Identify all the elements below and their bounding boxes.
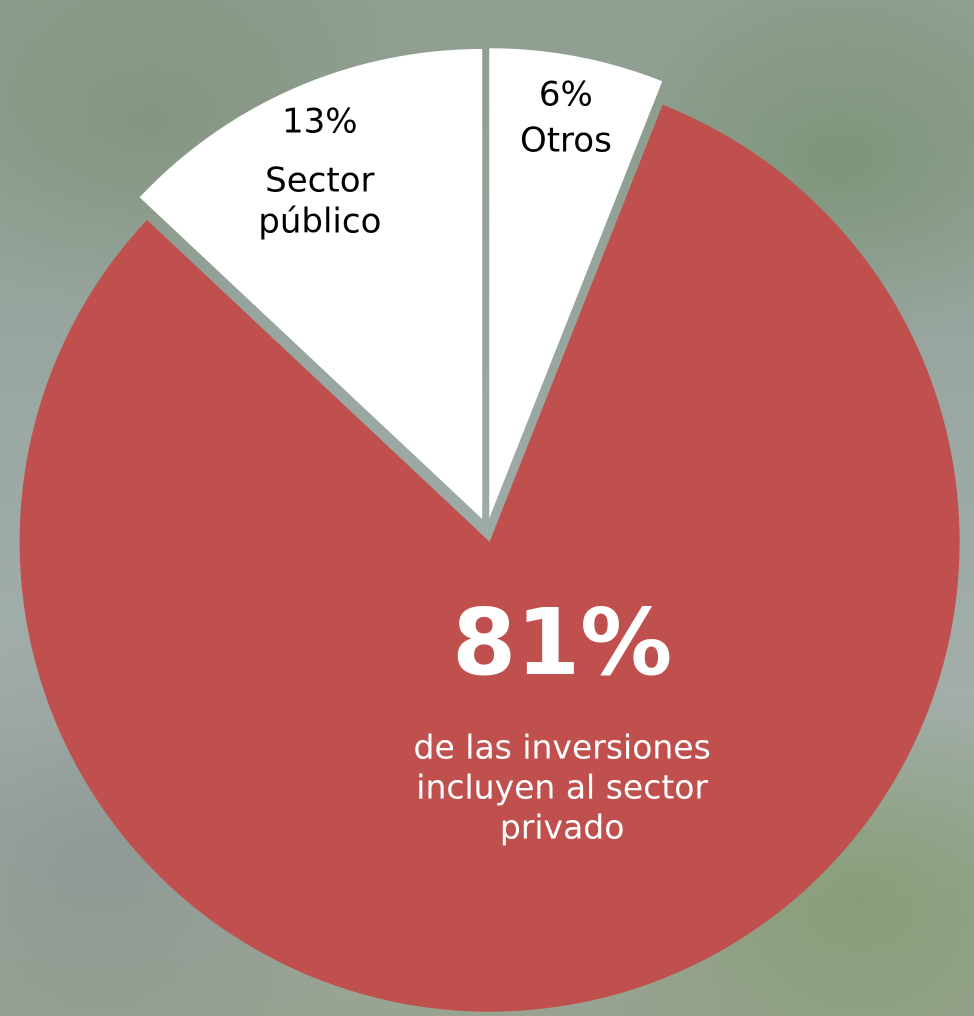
slice-value-label: 13% — [282, 100, 358, 141]
pie-slice — [139, 48, 483, 519]
slice-category-label: de las inversiones incluyen al sector pr… — [413, 727, 711, 847]
slice-category-label: Otros — [519, 119, 612, 160]
pie-slice — [489, 48, 663, 519]
slice-value-label: 6% — [538, 73, 593, 114]
pie-slice — [19, 104, 960, 1012]
slice-value-label: 81% — [452, 588, 673, 696]
slice-category-label: Sector público — [258, 160, 382, 242]
